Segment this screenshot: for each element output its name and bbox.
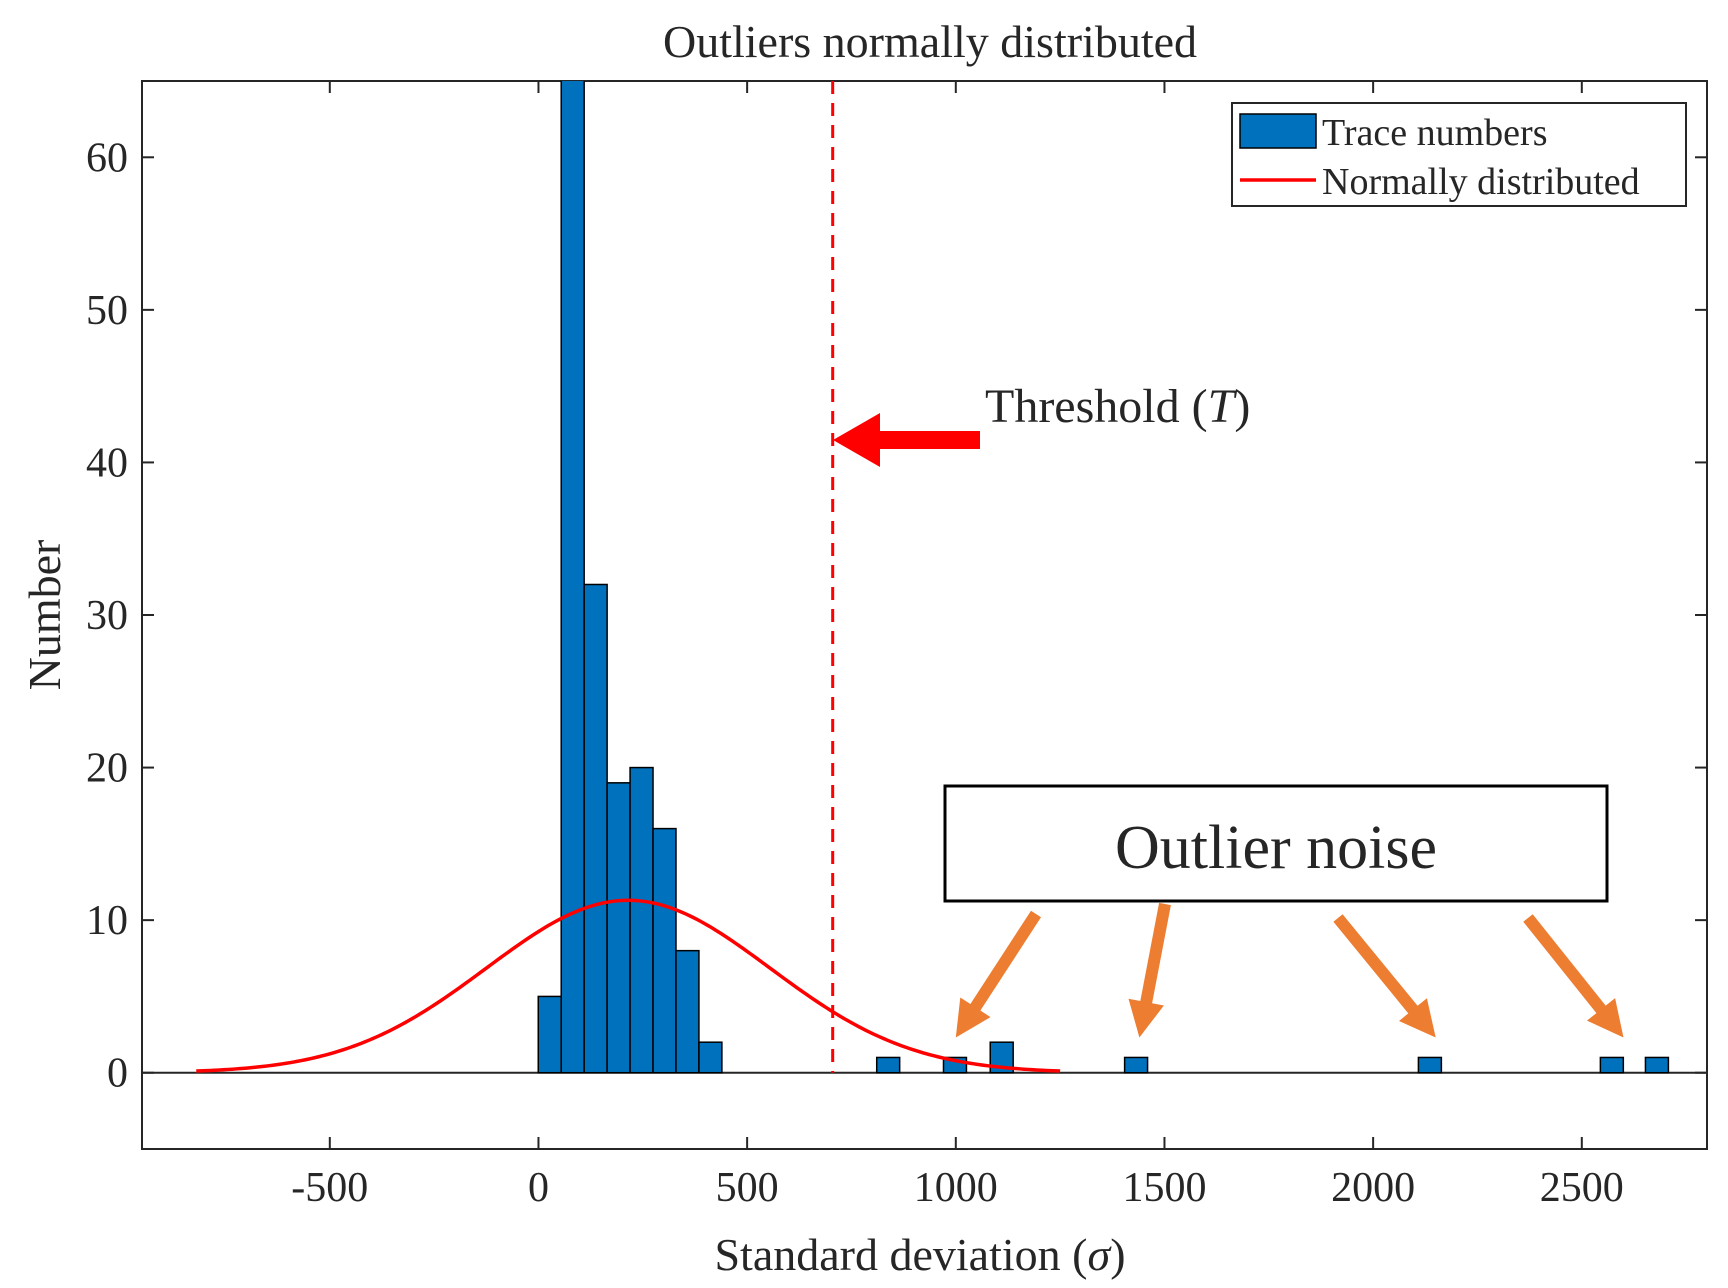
histogram-bars — [537, 81, 1670, 1074]
normal-distribution-curve — [196, 898, 1061, 1073]
x-tick-label: -500 — [291, 1165, 368, 1211]
histogram-bar — [652, 827, 677, 1074]
y-tick-label: 40 — [86, 440, 128, 486]
x-tick-label: 2500 — [1540, 1165, 1624, 1211]
chart-title: Outliers normally distributed — [663, 16, 1197, 67]
x-axis-ticks: -500 0 500 1000 1500 2000 2500 — [291, 81, 1624, 1211]
legend: Trace numbers Normally distributed — [1231, 102, 1687, 207]
x-axis-paren-open: ( — [1061, 1229, 1088, 1280]
threshold-arrow — [833, 413, 980, 467]
histogram-bar — [606, 782, 631, 1074]
outlier-arrow — [1128, 902, 1171, 1038]
histogram-bar — [1599, 1056, 1625, 1074]
y-tick-label: 10 — [86, 898, 128, 944]
histogram-bar — [560, 81, 585, 1074]
outlier-arrow — [1523, 914, 1624, 1038]
histogram-bar — [1123, 1056, 1149, 1074]
histogram-bar — [629, 766, 654, 1074]
histogram-bar — [537, 995, 562, 1074]
histogram-bar — [698, 1041, 723, 1074]
histogram-bar — [583, 583, 608, 1074]
y-tick-label: 60 — [86, 135, 128, 181]
x-axis-paren-close: ) — [1110, 1229, 1125, 1280]
threshold-label: Threshold — [985, 380, 1180, 433]
y-tick-label: 0 — [107, 1051, 128, 1097]
histogram-bar — [1417, 1056, 1443, 1074]
x-tick-label: 500 — [716, 1165, 779, 1211]
x-tick-label: 2000 — [1331, 1165, 1415, 1211]
threshold-annotation: Threshold (T) — [985, 380, 1250, 433]
y-tick-label: 20 — [86, 746, 128, 792]
threshold-symbol: T — [1208, 380, 1238, 433]
threshold-paren-open: ( — [1180, 380, 1208, 433]
histogram-bar — [1644, 1056, 1670, 1074]
legend-label-trace-numbers: Trace numbers — [1322, 112, 1548, 154]
threshold-paren-close: ) — [1234, 380, 1250, 433]
histogram-bar — [675, 949, 700, 1074]
outlier-arrow — [955, 910, 1041, 1038]
x-tick-label: 1500 — [1122, 1165, 1206, 1211]
y-axis-title: Number — [19, 540, 70, 691]
legend-swatch-trace-numbers — [1239, 113, 1317, 149]
histogram-bar — [875, 1056, 901, 1074]
x-tick-label: 1000 — [914, 1165, 998, 1211]
y-tick-label: 50 — [86, 288, 128, 334]
outlier-noise-box — [943, 784, 1609, 903]
x-tick-label: 0 — [528, 1165, 549, 1211]
y-axis-ticks: 0 10 20 30 40 50 60 — [86, 135, 1707, 1097]
y-tick-label: 30 — [86, 593, 128, 639]
x-axis-symbol: σ — [1088, 1229, 1113, 1280]
x-axis-title: Standard deviation (σ) — [714, 1229, 1125, 1280]
legend-label-normally-distributed: Normally distributed — [1322, 161, 1640, 203]
outlier-noise-label: Outlier noise — [1115, 814, 1437, 882]
outlier-arrows — [955, 902, 1624, 1038]
outlier-arrow — [1333, 914, 1436, 1038]
x-axis-title-text: Standard deviation — [714, 1229, 1060, 1280]
plot-area — [141, 80, 1708, 1150]
